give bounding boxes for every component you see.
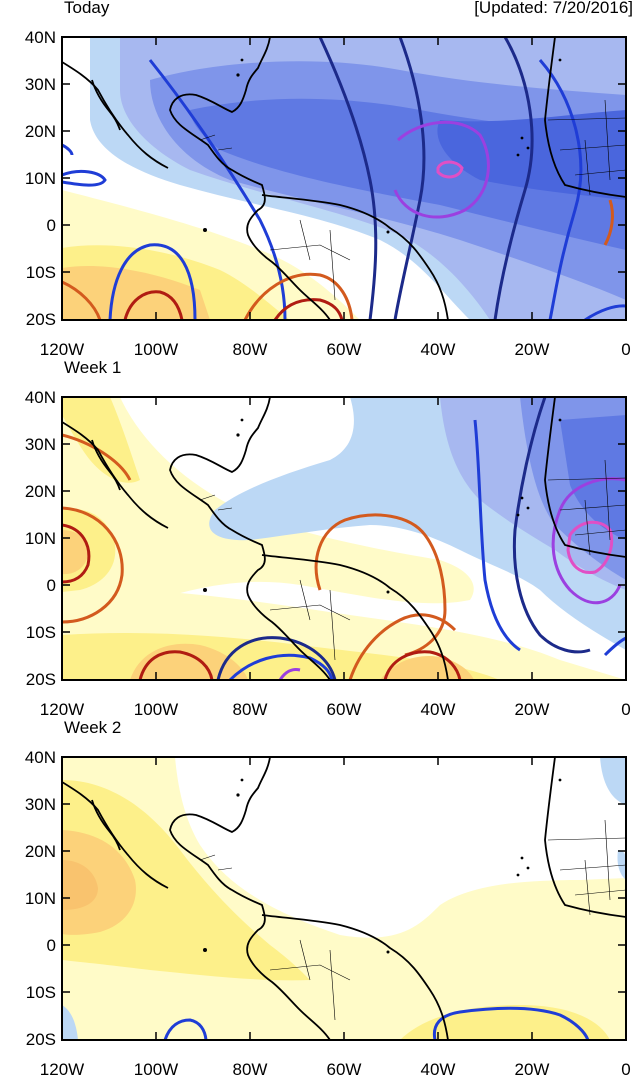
lon-label: 40W <box>420 340 456 359</box>
lon-label: 80W <box>232 340 268 359</box>
lat-label: 40N <box>24 28 56 47</box>
lon-label: 0 <box>621 700 631 719</box>
lon-label: 60W <box>326 1060 362 1079</box>
lon-label: 80W <box>232 700 268 719</box>
lon-label: 100W <box>133 700 179 719</box>
lat-label: 10N <box>24 169 56 188</box>
lat-label: 40N <box>24 388 56 407</box>
panel-title: Week 2 <box>64 718 122 737</box>
lat-label: 10S <box>25 623 56 642</box>
lat-label: 20N <box>24 482 56 501</box>
lat-label: 20S <box>25 1030 56 1049</box>
lon-label: 20W <box>514 340 550 359</box>
map-week-2 <box>61 756 627 1041</box>
map-today <box>61 36 627 321</box>
lon-label: 60W <box>326 340 362 359</box>
panel-title: Week 1 <box>64 358 122 377</box>
lat-label: 40N <box>24 748 56 767</box>
lon-label: 100W <box>133 1060 179 1079</box>
panel-week-1: Week 1 40N 30N 20N 10N 0 10S 20S 120W 10… <box>0 358 643 720</box>
lon-label: 20W <box>514 1060 550 1079</box>
lon-label: 120W <box>39 340 85 359</box>
lon-label: 120W <box>39 1060 85 1079</box>
lon-label: 40W <box>420 700 456 719</box>
lon-label: 60W <box>326 700 362 719</box>
lon-label: 0 <box>621 340 631 359</box>
lat-label: 20S <box>25 310 56 329</box>
lat-label: 20N <box>24 842 56 861</box>
lat-label: 0 <box>46 216 56 235</box>
lat-label: 10N <box>24 529 56 548</box>
lon-label: 120W <box>39 700 85 719</box>
lon-label: 0 <box>621 1060 631 1079</box>
lon-label: 40W <box>420 1060 456 1079</box>
updated-label: [Updated: 7/20/2016] <box>474 0 633 17</box>
panel-title: Today <box>64 0 110 17</box>
panel-today: Today [Updated: 7/20/2016] 40N 30N 20N 1… <box>0 0 643 360</box>
lat-label: 30N <box>24 435 56 454</box>
lon-label: 100W <box>133 340 179 359</box>
lat-label: 0 <box>46 576 56 595</box>
lat-label: 10N <box>24 889 56 908</box>
lat-label: 20N <box>24 122 56 141</box>
lon-label: 80W <box>232 1060 268 1079</box>
lat-label: 10S <box>25 983 56 1002</box>
lat-label: 20S <box>25 670 56 689</box>
lat-label: 30N <box>24 795 56 814</box>
lon-label: 20W <box>514 700 550 719</box>
map-week-1 <box>61 396 627 681</box>
panel-week-2: Week 2 40N 30N 20N 10N 0 10S 20S 120W 10… <box>0 718 643 1080</box>
lat-label: 10S <box>25 263 56 282</box>
lat-label: 0 <box>46 936 56 955</box>
lat-label: 30N <box>24 75 56 94</box>
